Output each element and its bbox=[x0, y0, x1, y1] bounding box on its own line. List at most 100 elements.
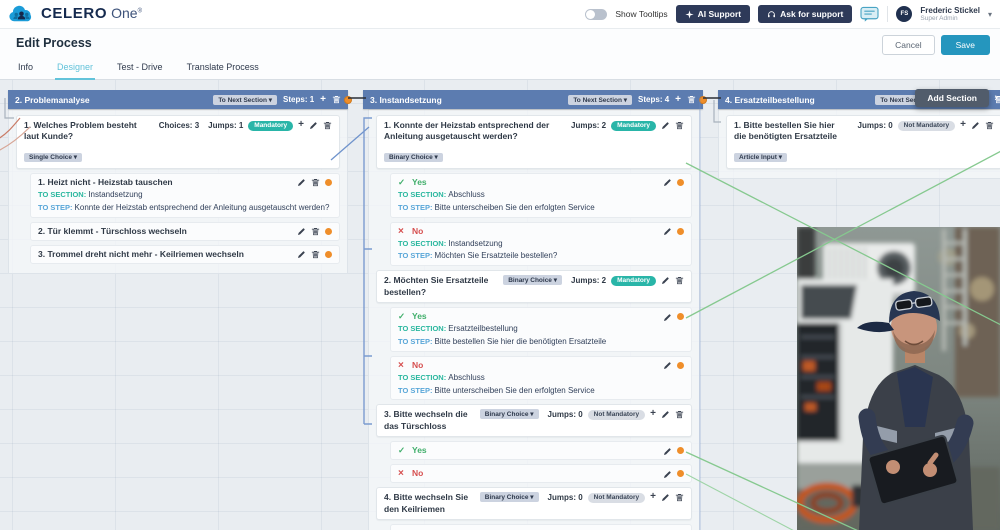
step-meta: Jumps: 0 bbox=[547, 410, 583, 420]
pencil-icon[interactable] bbox=[663, 313, 672, 322]
section-connector-dot[interactable] bbox=[344, 95, 352, 104]
pencil-icon[interactable] bbox=[663, 361, 672, 370]
trash-icon[interactable] bbox=[311, 178, 320, 187]
user-avatar[interactable]: FS bbox=[896, 6, 913, 22]
pencil-icon[interactable] bbox=[661, 493, 670, 502]
step-card[interactable]: 2. Möchten Sie Ersatzteile bestellen? Bin… bbox=[376, 270, 692, 304]
ask-for-support-button[interactable]: Ask for support bbox=[758, 5, 853, 23]
pencil-icon[interactable] bbox=[663, 470, 672, 479]
step-card[interactable]: 3. Bitte wechseln die das Türschloss Bina… bbox=[376, 404, 692, 438]
step-type-dropdown[interactable]: Binary Choice ▾ bbox=[384, 152, 443, 162]
jump-connector-dot[interactable] bbox=[325, 178, 332, 186]
page-title: Edit Process bbox=[16, 36, 92, 50]
show-tooltips-toggle[interactable] bbox=[585, 8, 608, 20]
pencil-icon[interactable] bbox=[309, 121, 318, 130]
add-step-icon[interactable]: + bbox=[320, 93, 326, 105]
tab-translate-process[interactable]: Translate Process bbox=[186, 62, 259, 72]
mandatory-badge: Mandatory bbox=[611, 275, 656, 286]
option-row[interactable]: ✓ Yes bbox=[390, 441, 692, 461]
trash-icon[interactable] bbox=[311, 227, 320, 236]
step-card[interactable]: 1. Konnte der Heizstab entsprechend der … bbox=[376, 115, 692, 169]
option-label: 3. Trommel dreht nicht mehr - Keilriemen… bbox=[38, 248, 244, 259]
step-card[interactable]: 1. Bitte bestellen Sie hier die benötigt… bbox=[726, 115, 1000, 169]
option-row[interactable]: 3. Trommel dreht nicht mehr - Keilriemen… bbox=[30, 244, 340, 264]
pencil-icon[interactable] bbox=[661, 410, 670, 419]
pencil-icon[interactable] bbox=[661, 276, 670, 285]
option-row[interactable]: 2. Tür klemmt - Türschloss wechseln bbox=[30, 221, 340, 241]
pencil-icon[interactable] bbox=[297, 178, 306, 187]
step-type-dropdown[interactable]: Binary Choice ▾ bbox=[503, 275, 562, 286]
tab-info[interactable]: Info bbox=[18, 62, 34, 72]
jump-connector-dot[interactable] bbox=[677, 361, 684, 369]
step-type-dropdown[interactable]: Binary Choice ▾ bbox=[479, 492, 539, 503]
pencil-icon[interactable] bbox=[663, 447, 672, 456]
trash-icon[interactable] bbox=[675, 410, 684, 419]
step-type-dropdown[interactable]: Binary Choice ▾ bbox=[479, 409, 539, 420]
tab-designer[interactable]: Designer bbox=[55, 57, 96, 80]
to-next-section-dropdown[interactable]: To Next Section ▾ bbox=[213, 94, 278, 105]
option-row[interactable]: × No bbox=[390, 464, 692, 484]
cancel-button[interactable]: Cancel bbox=[882, 35, 935, 55]
pencil-icon[interactable] bbox=[661, 121, 670, 130]
celero-logo[interactable]: CELERO One® bbox=[8, 4, 142, 25]
add-option-icon[interactable]: + bbox=[650, 408, 656, 420]
add-option-icon[interactable]: + bbox=[960, 119, 966, 130]
step-meta: Jumps: 1 bbox=[208, 121, 244, 130]
trash-icon[interactable] bbox=[675, 121, 684, 130]
check-icon: ✓ bbox=[398, 445, 406, 456]
to-next-section-dropdown[interactable]: To Next Section ▾ bbox=[568, 94, 633, 105]
option-row[interactable]: ✓ Yes bbox=[390, 524, 692, 530]
save-button[interactable]: Save bbox=[940, 35, 990, 55]
option-label: 1. Heizt nicht - Heizstab tauschen bbox=[38, 176, 173, 187]
designer-canvas[interactable]: Add Section › 2. Problemanalyse To Next S… bbox=[0, 79, 1000, 530]
jump-connector-dot[interactable] bbox=[677, 178, 684, 186]
to-section-line: TO SECTION: Abschluss bbox=[398, 189, 485, 199]
add-section-button[interactable]: Add Section bbox=[915, 89, 989, 107]
section-connector-dot[interactable] bbox=[699, 95, 707, 104]
jump-connector-dot[interactable] bbox=[677, 227, 684, 235]
trash-icon[interactable] bbox=[994, 95, 1000, 104]
add-option-icon[interactable]: + bbox=[298, 119, 304, 130]
option-row[interactable]: 1. Heizt nicht - Heizstab tauschen TO SEC… bbox=[30, 172, 340, 218]
tab-test-drive[interactable]: Test - Drive bbox=[117, 62, 163, 72]
add-step-icon[interactable]: + bbox=[675, 93, 681, 105]
step-type-dropdown[interactable]: Article Input ▾ bbox=[734, 152, 787, 162]
jump-connector-dot[interactable] bbox=[677, 470, 684, 478]
option-row[interactable]: × No TO SECTION: Abschluss TO STEP: Bitte u… bbox=[390, 355, 692, 401]
section-title: 4. Ersatzteilbestellung bbox=[725, 94, 815, 105]
trash-icon[interactable] bbox=[675, 493, 684, 502]
user-info[interactable]: Frederic Stickel Super Admin bbox=[920, 6, 980, 23]
to-section-line: TO SECTION: Instandsetzung bbox=[38, 189, 143, 199]
section-panel-3-instandsetzung: 1. Konnte der Heizstab entsprechend der … bbox=[368, 109, 700, 530]
pencil-icon[interactable] bbox=[297, 250, 306, 259]
option-row[interactable]: ✓ Yes TO SECTION: Abschluss TO STEP: Bitte … bbox=[390, 172, 692, 218]
jump-connector-dot[interactable] bbox=[325, 227, 332, 235]
scroll-right-chevron-icon[interactable]: › bbox=[994, 92, 998, 104]
trash-icon[interactable] bbox=[311, 250, 320, 259]
section-header-2-problemanalyse[interactable]: 2. Problemanalyse To Next Section ▾ Steps:… bbox=[8, 90, 352, 109]
chat-icon[interactable] bbox=[860, 6, 879, 23]
pencil-icon[interactable] bbox=[971, 121, 980, 130]
step-card[interactable]: 1. Welches Problem besteht laut Kunde? Ch… bbox=[16, 115, 340, 169]
pencil-icon[interactable] bbox=[663, 178, 672, 187]
jump-connector-dot[interactable] bbox=[677, 447, 684, 455]
pencil-icon[interactable] bbox=[663, 227, 672, 236]
trash-icon[interactable] bbox=[687, 95, 696, 104]
jump-connector-dot[interactable] bbox=[325, 250, 332, 258]
to-next-section-dropdown[interactable]: To Next Section ▾ bbox=[875, 94, 940, 105]
step-card[interactable]: 4. Bitte wechseln Sie den Keilriemen Bina… bbox=[376, 487, 692, 521]
trash-icon[interactable] bbox=[323, 121, 332, 130]
trash-icon[interactable] bbox=[332, 95, 341, 104]
trash-icon[interactable] bbox=[675, 276, 684, 285]
to-step-line: TO STEP: Bitte unterscheiben Sie den erf… bbox=[398, 385, 595, 395]
jump-connector-dot[interactable] bbox=[677, 313, 684, 321]
section-header-3-instandsetzung[interactable]: 3. Instandsetzung To Next Section ▾ Steps:… bbox=[363, 90, 707, 109]
option-row[interactable]: × No TO SECTION: Instandsetzung TO STEP: Mö… bbox=[390, 221, 692, 267]
user-menu-caret-icon[interactable]: ▾ bbox=[987, 9, 992, 19]
step-type-dropdown[interactable]: Single Choice ▾ bbox=[24, 152, 83, 162]
pencil-icon[interactable] bbox=[297, 227, 306, 236]
add-option-icon[interactable]: + bbox=[650, 491, 656, 503]
ai-support-button[interactable]: AI Support bbox=[675, 5, 751, 23]
option-row[interactable]: ✓ Yes TO SECTION: Ersatzteilbestellung TO S… bbox=[390, 307, 692, 352]
trash-icon[interactable] bbox=[985, 121, 994, 130]
